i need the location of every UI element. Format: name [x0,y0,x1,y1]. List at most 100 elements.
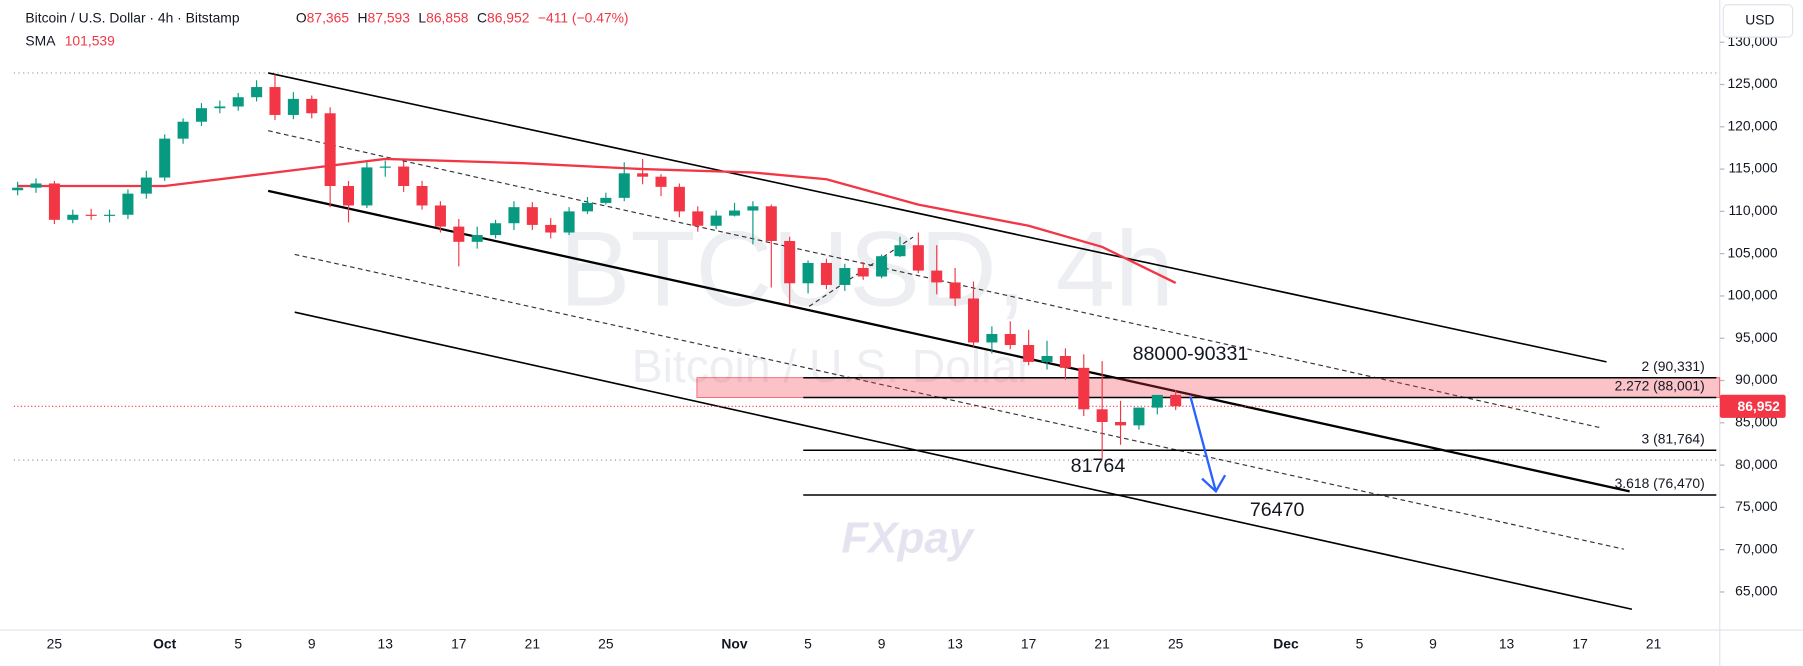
channel-mid [294,253,1624,550]
candle-body [747,206,759,211]
arrow-shaft [1189,396,1217,492]
candle-body [379,166,391,168]
x-tick-label: 17 [1021,636,1037,652]
x-tick-label: 21 [1094,636,1110,652]
candle-body [1078,367,1090,410]
x-tick-label: 25 [1168,636,1184,652]
x-tick-label: 5 [1356,636,1364,652]
y-tick-label: 110,000 [1728,202,1777,218]
candle-body [140,177,152,194]
x-tick-label: 21 [1646,636,1662,652]
change: −411 (−0.47%) [538,9,629,25]
low-label: 81764 [1071,455,1126,477]
y-tick-label: 105,000 [1727,244,1777,260]
y-tick-label: 100,000 [1727,287,1777,303]
logo: FXpay [841,514,975,563]
x-tick-label: 17 [1572,636,1588,652]
candle-body [637,173,649,177]
y-tick-label: 120,000 [1727,117,1777,133]
ohlc-value: 86,952 [487,9,530,25]
candle-body [324,113,336,187]
candle-body [692,211,704,226]
currency-button[interactable] [1722,4,1794,38]
candle-body [526,207,538,225]
candle-body [618,173,630,198]
candle-body [30,183,42,188]
ohlc-value: 87,365 [307,9,350,25]
candle-body [1170,394,1182,407]
symbol: Bitcoin / U.S. Dollar · 4h · Bitstamp [25,9,239,25]
candle-body [453,226,465,242]
candle-body [600,197,612,203]
y-tick-label: 90,000 [1735,371,1778,387]
resistance-zone [696,377,1721,398]
candle-body [949,282,961,299]
ohlc-key: L [418,9,426,25]
last-price-tag [1719,394,1786,418]
arrow-head [1201,474,1227,494]
y-tick-label: 95,000 [1735,329,1778,345]
candle-body [122,193,134,215]
y-tick-label: 115,000 [1728,160,1777,176]
x-tick-label: 13 [378,636,394,652]
candle-body [1023,345,1035,362]
zone-label: 88000-90331 [1133,343,1249,365]
ohlc-value: 86,858 [426,9,469,25]
x-tick-label: 25 [598,636,614,652]
candle-body [545,224,557,233]
candle-body [967,298,980,343]
candle-body [673,186,685,212]
x-tick-label: 13 [947,636,963,652]
candle-body [655,176,667,187]
candle-body [343,186,355,206]
x-tick-label: Dec [1273,636,1299,652]
candle-body [416,186,428,206]
fib-label: 2 (90,331) [1642,358,1705,374]
candle-body [1151,394,1163,408]
candle-body [802,262,814,284]
candle-body [1004,334,1016,346]
candle-body [195,108,207,122]
header: Bitcoin / U.S. Dollar · 4h · Bitstamp O8… [25,9,628,48]
x-tick-label: Nov [721,636,747,652]
candle-body [1041,356,1053,362]
candle-body [1115,421,1127,426]
candle-body [85,214,97,216]
ohlc-value: 87,593 [368,9,411,25]
y-tick-label: 125,000 [1727,75,1777,91]
x-tick-label: 13 [1499,636,1515,652]
ohlc-key: C [477,9,487,25]
candle-body [104,214,116,216]
candle-body [434,205,446,227]
fib-label: 2.272 (88,001) [1615,378,1705,394]
candle-body [471,235,483,242]
arrow [1189,396,1227,494]
candle-body [894,245,906,257]
candle-body [876,256,888,277]
watermark-sub: Bitcoin / U.S. Dollar [632,340,1033,392]
fib-label: 3.618 (76,470) [1615,475,1705,491]
x-tick-label: Oct [153,636,176,652]
y-tick-label: 75,000 [1735,498,1778,514]
currency[interactable]: USD [1745,12,1774,28]
y-tick-label: 70,000 [1735,540,1778,556]
candle-body [710,215,722,226]
ohlc-key: O [296,9,307,25]
last-price-label: 86,952 [1737,398,1780,414]
x-tick-label: 5 [234,636,242,652]
y-tick-label: 65,000 [1735,583,1778,599]
candle-body [48,183,60,220]
candle-body [177,121,189,139]
x-tick-label: 9 [1429,636,1437,652]
channel-line [267,189,1630,493]
candle-body [729,210,741,216]
candle-body [251,87,263,98]
candle-body [232,97,244,107]
channel-line [294,311,1633,611]
candle-body [490,223,502,236]
candle-body [820,262,832,285]
x-tick-label: 25 [47,636,63,652]
candle-body [1133,407,1145,426]
